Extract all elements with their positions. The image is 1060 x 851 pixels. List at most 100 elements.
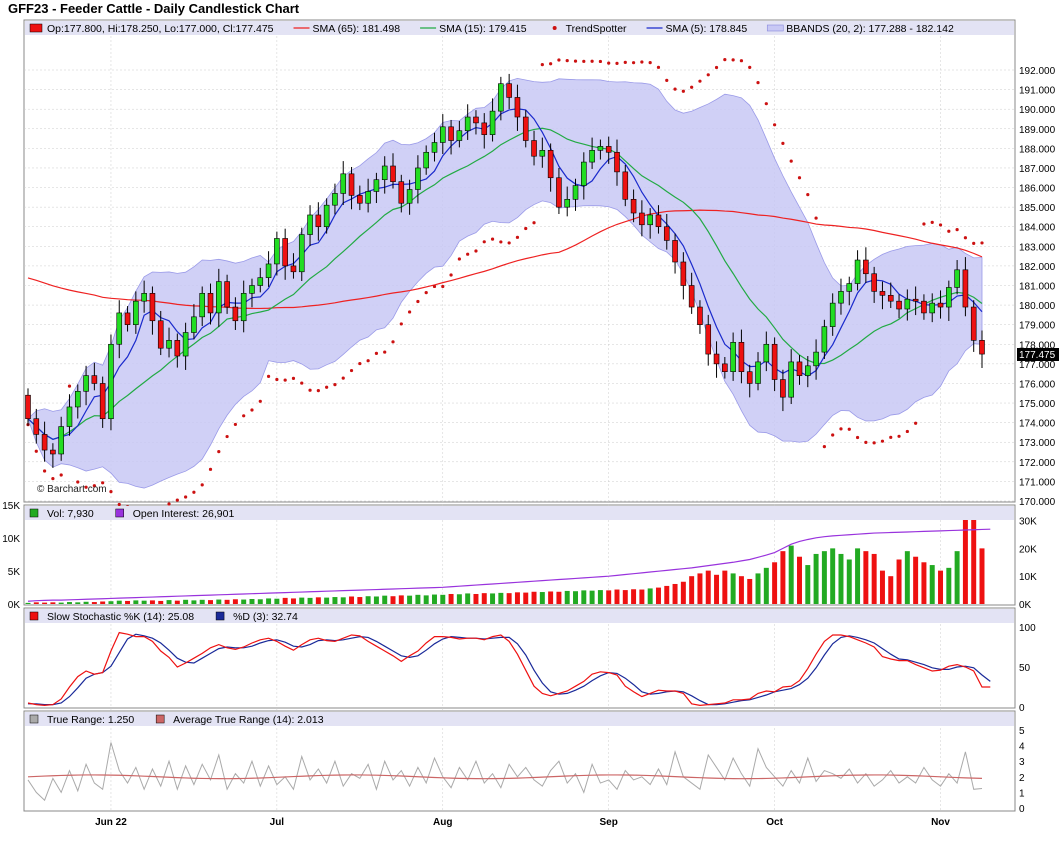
candle-body xyxy=(954,269,960,288)
axis-labels: 192.000 191.000 190.000 189.000 188.000 187.0… xyxy=(2,66,1055,828)
volume-bar xyxy=(722,570,728,604)
trendspotter-dot xyxy=(565,59,569,63)
trendspotter-dot xyxy=(972,241,976,246)
bollinger-band-area xyxy=(27,77,983,489)
candle-body xyxy=(216,281,222,314)
volume-bar xyxy=(274,598,280,604)
candle-body xyxy=(124,312,131,325)
trendspotter-dot xyxy=(665,78,669,82)
candle-body xyxy=(564,199,571,208)
trendspotter-dot xyxy=(457,257,461,261)
legend-label: Open Interest: 26,901 xyxy=(133,508,235,520)
candle-body xyxy=(41,434,48,451)
volume-bar xyxy=(42,602,48,604)
candle-body xyxy=(788,361,794,398)
candle-body xyxy=(415,167,421,190)
trendspotter-dot xyxy=(466,252,470,256)
price-tick-label: 188.000 xyxy=(1019,144,1056,155)
trendspotter-dot xyxy=(51,477,55,481)
candle-body xyxy=(232,306,239,322)
volume-bar xyxy=(589,590,595,604)
trendspotter-dot xyxy=(773,123,777,127)
price-tick-label: 181.000 xyxy=(1019,282,1056,293)
true-range-panel-frame xyxy=(23,710,1016,812)
stochastic-tick-label: 100 xyxy=(1019,623,1036,634)
volume-bar xyxy=(166,600,172,604)
trendspotter-dot xyxy=(872,441,876,445)
volume-bar xyxy=(705,570,711,604)
trendspotter-dot xyxy=(698,79,702,83)
candle-body xyxy=(307,214,313,235)
candle-body xyxy=(182,332,189,357)
trendspotter-dot xyxy=(922,222,926,226)
volume-left-tick-label: 10K xyxy=(2,534,20,545)
true-range-line xyxy=(27,742,983,802)
volume-bar xyxy=(498,592,504,604)
candle-body xyxy=(207,293,214,314)
price-tick-label: 179.000 xyxy=(1019,321,1056,332)
volume-bar xyxy=(382,595,388,604)
candle-body xyxy=(99,383,106,420)
volume-tick-label: 10K xyxy=(1019,572,1037,583)
candle-body xyxy=(66,406,73,427)
trendspotter-dot xyxy=(557,58,561,62)
trendspotter-dot xyxy=(432,284,437,289)
candle-body xyxy=(464,116,471,132)
candle-body xyxy=(498,83,504,112)
candle-body xyxy=(108,343,114,420)
candle-body xyxy=(33,418,40,435)
volume-bar xyxy=(896,559,902,604)
volume-bar xyxy=(738,576,744,604)
trendspotter-dot xyxy=(490,237,495,241)
volume-legend-bar xyxy=(25,506,1014,520)
volume-bar xyxy=(548,591,554,604)
trendspotter-dot xyxy=(200,483,204,487)
legend-label: Average True Range (14): 2.013 xyxy=(173,714,324,726)
price-tick-label: 186.000 xyxy=(1019,184,1056,195)
trendspotter-dot xyxy=(217,450,221,454)
trendspotter-dot xyxy=(814,216,818,220)
volume-bar xyxy=(788,545,794,604)
legend-label: Op:177.800, Hi:178.250, Lo:177.000, Cl:1… xyxy=(47,23,274,35)
trendspotter-dot xyxy=(947,229,951,233)
volume-bar xyxy=(216,599,222,604)
volume-bar xyxy=(830,548,836,604)
price-legend-bar xyxy=(25,21,1014,35)
volume-bar xyxy=(664,585,670,604)
trendspotter-dot xyxy=(208,467,213,471)
candle-body xyxy=(655,214,662,228)
trendspotter-dot xyxy=(955,228,959,232)
trendspotter-dot xyxy=(391,340,395,344)
trendspotter-dot xyxy=(250,408,254,412)
candle-body xyxy=(282,238,288,267)
candle-body xyxy=(456,130,463,141)
stochastic-tick-label: 50 xyxy=(1019,663,1031,674)
price-tick-label: 187.000 xyxy=(1019,164,1056,175)
price-tick-label: 183.000 xyxy=(1019,242,1056,253)
candle-body xyxy=(141,293,147,302)
last-price-tag-bg xyxy=(1017,348,1059,361)
trendspotter-dot xyxy=(399,322,403,326)
candle-body xyxy=(489,110,496,135)
candle-body xyxy=(672,240,678,263)
legend-label: TrendSpotter xyxy=(566,23,627,35)
candle-body xyxy=(298,234,305,273)
volume-bar xyxy=(407,595,413,604)
candle-body xyxy=(929,302,936,314)
candle-body xyxy=(166,340,172,349)
candle-body xyxy=(854,259,861,284)
candle-body xyxy=(157,320,164,349)
trendspotter-dot xyxy=(723,58,727,62)
trendspotter-dot xyxy=(192,490,196,494)
trendspotter-dot xyxy=(225,434,229,439)
trendspotter-dot xyxy=(184,495,188,499)
trendspotter-dot xyxy=(258,399,262,403)
true-range-tick-label: 1 xyxy=(1019,788,1025,799)
volume-bar xyxy=(962,517,968,604)
candle-body xyxy=(556,177,562,208)
candle-body xyxy=(257,277,264,286)
candle-body xyxy=(58,426,64,455)
candle-body xyxy=(431,142,438,153)
legend-swatch xyxy=(29,611,39,621)
volume-bar xyxy=(307,597,313,604)
